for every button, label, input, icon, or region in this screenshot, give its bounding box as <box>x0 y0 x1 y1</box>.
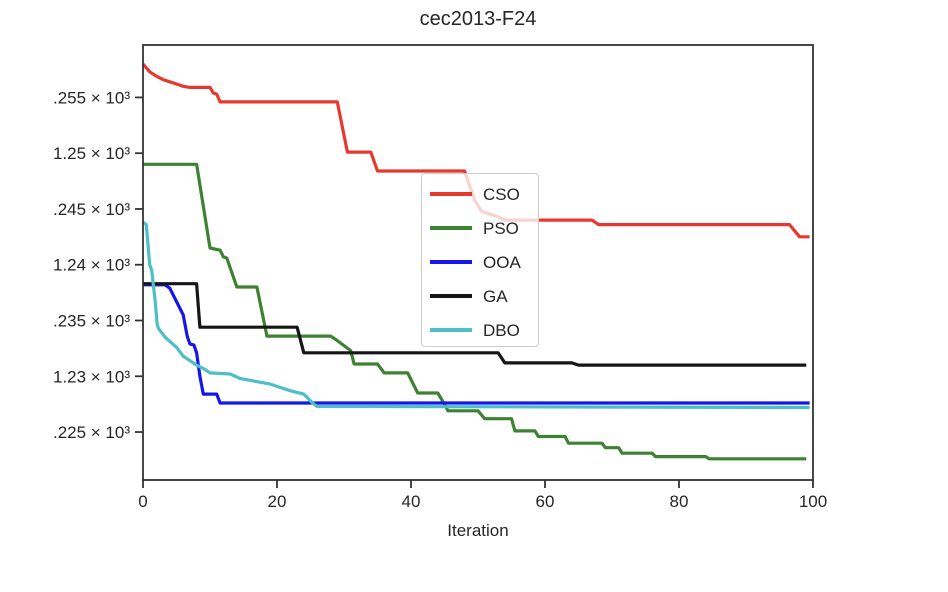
legend: CSO PSO OOA GA DBO <box>421 173 539 347</box>
legend-swatch-ga <box>430 294 472 298</box>
x-tick-label: 60 <box>536 492 555 511</box>
series-line-cso <box>141 62 810 239</box>
x-tick-label: 100 <box>799 492 827 511</box>
legend-row-pso: PSO <box>430 211 538 245</box>
y-tick-label: .225 × 10³ <box>53 423 130 442</box>
legend-swatch-dbo <box>430 328 472 332</box>
chart-title: cec2013-F24 <box>419 8 537 30</box>
legend-label-cso: CSO <box>483 184 520 204</box>
y-tick-label: .255 × 10³ <box>53 88 130 107</box>
legend-row-dbo: DBO <box>430 313 538 347</box>
x-axis-label: Iteration <box>447 521 509 540</box>
x-tick-label: 80 <box>670 492 689 511</box>
x-tick-label: 20 <box>268 492 287 511</box>
legend-label-dbo: DBO <box>483 320 520 340</box>
series-line-dbo <box>142 220 810 410</box>
legend-row-ga: GA <box>430 279 538 313</box>
y-tick-label: 1.25 × 10³ <box>53 144 130 163</box>
y-tick-label: .245 × 10³ <box>53 200 130 219</box>
legend-label-pso: PSO <box>483 218 519 238</box>
legend-swatch-pso <box>430 226 472 230</box>
x-tick-label: 0 <box>138 492 147 511</box>
legend-swatch-ooa <box>430 260 472 264</box>
x-tick-label: 40 <box>402 492 421 511</box>
legend-row-cso: CSO <box>430 177 538 211</box>
series-line-ooa <box>143 283 810 405</box>
legend-row-ooa: OOA <box>430 245 538 279</box>
y-tick-label: 1.24 × 10³ <box>53 256 130 275</box>
legend-swatch-cso <box>430 192 472 196</box>
y-tick-label: .235 × 10³ <box>53 312 130 331</box>
plot-border <box>142 44 814 481</box>
legend-label-ooa: OOA <box>483 252 521 272</box>
y-tick-label: 1.23 × 10³ <box>53 367 130 386</box>
legend-label-ga: GA <box>483 286 508 306</box>
series-line-ga <box>143 282 807 367</box>
